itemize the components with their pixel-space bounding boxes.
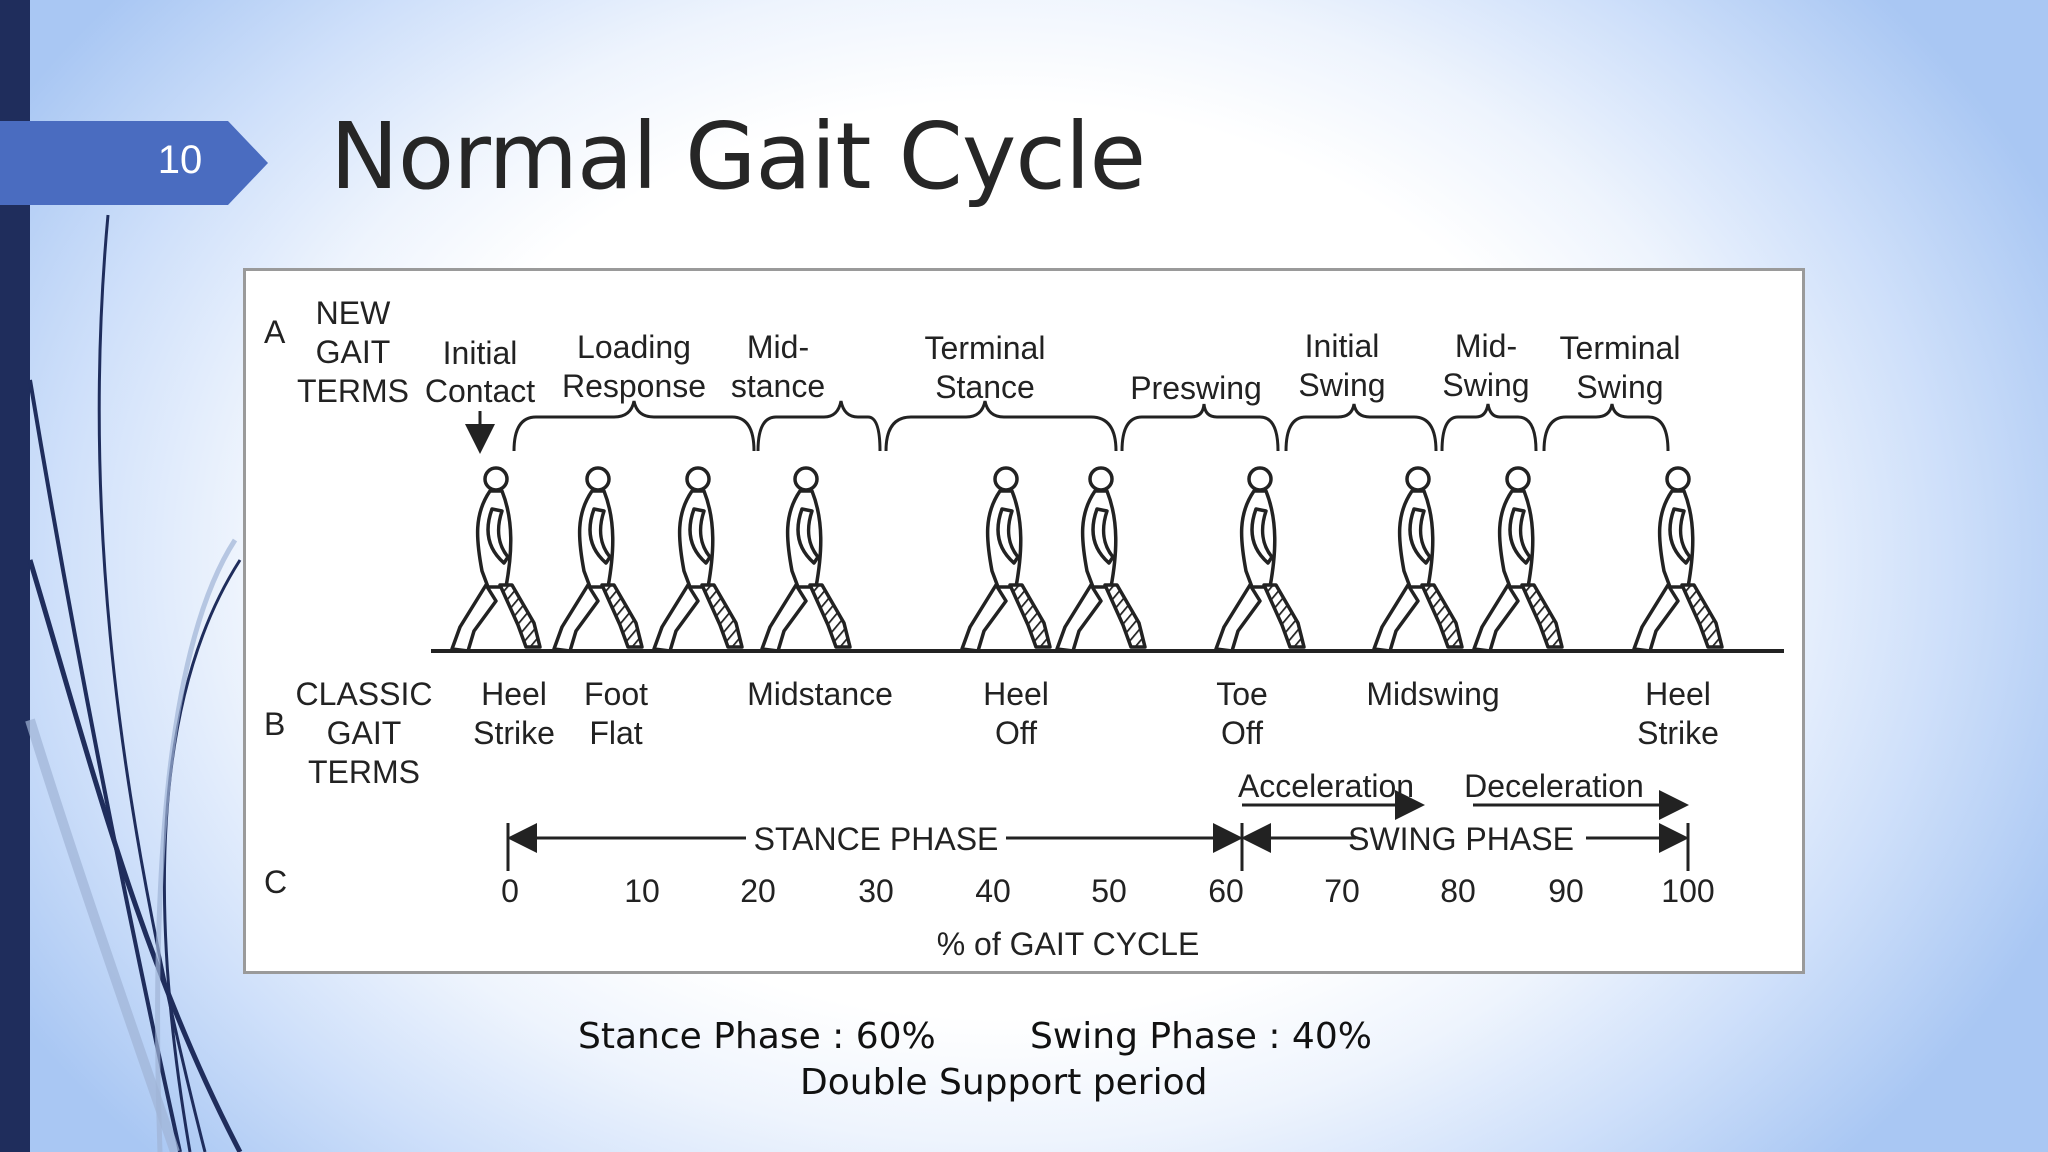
- axis-tick-0: 0: [501, 873, 519, 909]
- new-term-preswing: Preswing: [1130, 370, 1262, 406]
- new-term-midswing-2: Swing: [1442, 367, 1529, 403]
- figure-terminal-swing-a: [1472, 466, 1564, 653]
- classic-term-toe-off-1: Toe: [1216, 676, 1268, 712]
- new-term-initial-contact-2: Contact: [425, 373, 535, 409]
- classic-header-line-2: GAIT: [327, 715, 402, 751]
- slide-number: 10: [157, 138, 203, 182]
- new-term-initial-swing-2: Swing: [1298, 367, 1385, 403]
- new-term-terminal-stance-2: Stance: [935, 369, 1035, 405]
- slide-number-tab: [0, 121, 268, 205]
- classic-term-heel-strike-2: Strike: [473, 715, 555, 751]
- row-label-b: B: [264, 706, 285, 742]
- classic-term-heel-off-2: Off: [995, 715, 1037, 751]
- figure-toe-off: [1214, 466, 1306, 653]
- axis-tick-70: 70: [1324, 873, 1360, 909]
- double-support-note: Double Support period: [800, 1062, 1208, 1103]
- new-term-terminal-stance-1: Terminal: [925, 330, 1046, 366]
- classic-term-midstance: Midstance: [747, 676, 893, 712]
- classic-term-heel-strike-end-2: Strike: [1637, 715, 1719, 751]
- figure-heel-off: [960, 466, 1052, 653]
- classic-term-foot-flat-2: Flat: [589, 715, 642, 751]
- new-term-terminal-swing-1: Terminal: [1560, 330, 1681, 366]
- figure-loading-end: [652, 466, 744, 653]
- walking-figures: [450, 466, 1724, 653]
- figure-initial-contact: [450, 466, 542, 653]
- swing-phase-label: SWING PHASE: [1348, 821, 1574, 857]
- deceleration-label: Deceleration: [1464, 768, 1644, 804]
- row-label-a: A: [264, 314, 286, 350]
- axis-tick-50: 50: [1091, 873, 1127, 909]
- figure-loading-response: [552, 466, 644, 653]
- axis-tick-30: 30: [858, 873, 894, 909]
- new-header-line-2: GAIT: [316, 334, 391, 370]
- axis-label: % of GAIT CYCLE: [937, 926, 1200, 962]
- classic-header-line-1: CLASSIC: [296, 676, 433, 712]
- new-term-midswing-1: Mid-: [1455, 328, 1517, 364]
- stance-phase-note: Stance Phase : 60%: [578, 1016, 936, 1057]
- classic-term-toe-off-2: Off: [1221, 715, 1263, 751]
- new-term-initial-contact-1: Initial: [443, 335, 518, 371]
- row-label-c: C: [264, 864, 287, 900]
- gait-cycle-diagram: A B C NEW GAIT TERMS Initial Contact Loa…: [243, 268, 1805, 974]
- classic-term-midswing: Midswing: [1366, 676, 1499, 712]
- phase-braces: [512, 400, 1670, 452]
- classic-term-heel-off-1: Heel: [983, 676, 1049, 712]
- classic-gait-terms: Heel Strike Foot Flat Midstance Heel Off…: [473, 676, 1719, 751]
- figure-midswing: [1372, 466, 1464, 653]
- figure-preswing: [1055, 466, 1147, 653]
- axis-tick-90: 90: [1548, 873, 1584, 909]
- new-term-initial-swing-1: Initial: [1305, 328, 1380, 364]
- stance-phase-label: STANCE PHASE: [754, 821, 999, 857]
- axis-tick-80: 80: [1440, 873, 1476, 909]
- new-header-line-3: TERMS: [297, 373, 409, 409]
- figure-terminal-swing-b: [1632, 466, 1724, 653]
- new-header-line-1: NEW: [316, 295, 391, 331]
- classic-term-heel-strike-1: Heel: [481, 676, 547, 712]
- acceleration-label: Acceleration: [1238, 768, 1414, 804]
- classic-term-foot-flat-1: Foot: [584, 676, 648, 712]
- classic-header-line-3: TERMS: [308, 754, 420, 790]
- new-term-loading-response-2: Response: [562, 368, 706, 404]
- new-term-loading-response-1: Loading: [577, 329, 691, 365]
- axis-tick-60: 60: [1208, 873, 1244, 909]
- figure-midstance: [760, 466, 852, 653]
- new-term-midstance-1: Mid-: [747, 329, 809, 365]
- swing-phase-note: Swing Phase : 40%: [1030, 1016, 1372, 1057]
- new-gait-terms: Initial Contact Loading Response Mid- st…: [425, 328, 1681, 409]
- classic-gait-terms-header: CLASSIC GAIT TERMS: [296, 676, 433, 790]
- classic-term-heel-strike-end-1: Heel: [1645, 676, 1711, 712]
- phase-arrows: STANCE PHASE SWING PHASE: [506, 821, 1690, 871]
- axis-tick-100: 100: [1661, 873, 1714, 909]
- axis-tick-40: 40: [975, 873, 1011, 909]
- slide-title: Normal Gait Cycle: [330, 103, 1146, 210]
- new-gait-terms-header: NEW GAIT TERMS: [297, 295, 409, 409]
- new-term-midstance-2: stance: [731, 368, 825, 404]
- new-term-terminal-swing-2: Swing: [1576, 369, 1663, 405]
- axis-tick-10: 10: [624, 873, 660, 909]
- decorative-swoosh-lines: [25, 214, 243, 1152]
- axis-tick-20: 20: [740, 873, 776, 909]
- axis-tick-labels: 0 10 20 30 40 50 60 70 80 90 100: [501, 873, 1715, 909]
